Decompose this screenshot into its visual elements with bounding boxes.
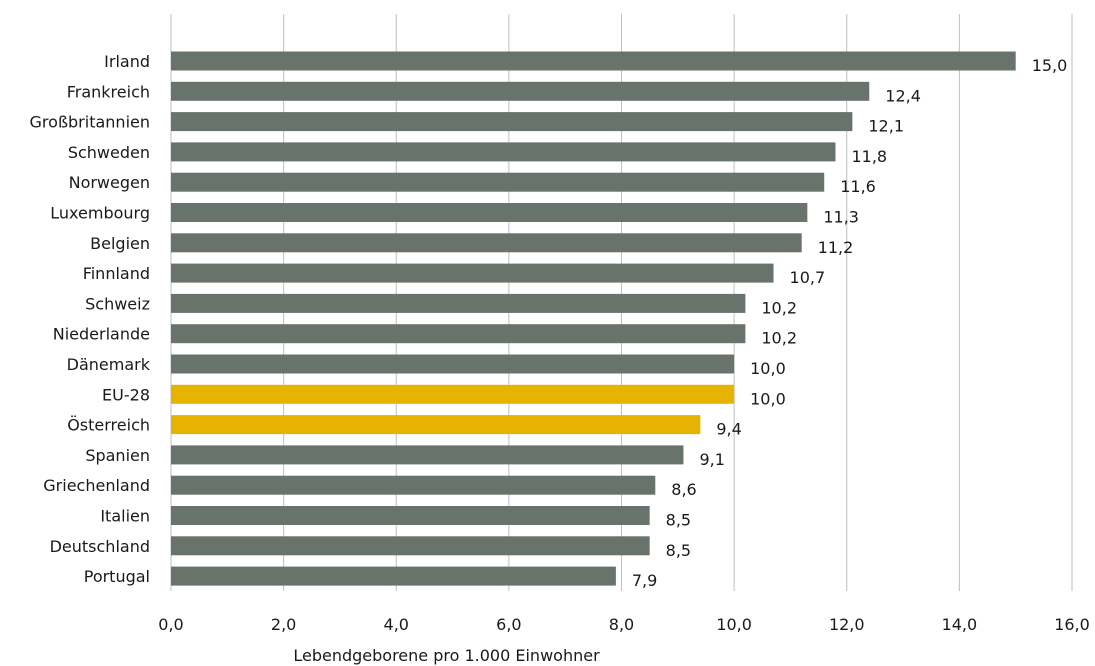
data-label: 10,2 <box>761 329 797 348</box>
bar-griechenland <box>171 475 656 495</box>
data-label: 10,7 <box>790 268 826 287</box>
bar-irland <box>171 51 1016 71</box>
category-label: EU-28 <box>102 385 150 404</box>
category-label: Deutschland <box>50 537 150 556</box>
bar-luxembourg <box>171 203 808 222</box>
x-axis-title: Lebendgeborene pro 1.000 Einwohner <box>293 646 600 665</box>
category-label: Niederlande <box>53 325 150 344</box>
x-tick-labels: 0,0 2,0 4,0 6,0 8,0 10,0 12,0 14,0 16,0 <box>158 615 1090 634</box>
category-label: Griechenland <box>43 476 150 495</box>
x-tick-label: 4,0 <box>384 615 409 634</box>
category-label: Norwegen <box>69 173 150 192</box>
data-label: 10,2 <box>761 298 797 317</box>
x-tick-label: 8,0 <box>609 615 634 634</box>
data-label: 12,1 <box>868 117 904 136</box>
x-tick-label: 10,0 <box>716 615 752 634</box>
data-label: 9,1 <box>699 450 724 469</box>
data-label: 8,5 <box>666 511 691 530</box>
data-label: 8,6 <box>671 480 696 499</box>
bar-finnland <box>171 263 774 283</box>
category-label: Luxembourg <box>50 204 150 223</box>
data-label: 11,2 <box>818 238 854 257</box>
x-tick-label: 2,0 <box>271 615 296 634</box>
data-label: 10,0 <box>750 359 786 378</box>
bar-niederlande <box>171 324 746 344</box>
data-label: 8,5 <box>666 541 691 560</box>
data-label: 11,3 <box>823 208 859 227</box>
data-label: 12,4 <box>885 86 921 105</box>
category-label: Portugal <box>84 567 150 586</box>
category-label: Irland <box>104 52 150 71</box>
category-label: Finnland <box>83 264 150 283</box>
data-labels: 15,0 12,4 12,1 11,8 11,6 11,3 11,2 10,7 10,2 10,2… <box>632 56 1067 590</box>
x-tick-label: 16,0 <box>1054 615 1090 634</box>
bar-spanien <box>171 445 684 465</box>
bar-schweden <box>171 142 836 162</box>
bar-österreich <box>171 415 701 435</box>
bar-dänemark <box>171 354 735 374</box>
category-label: Schweden <box>68 143 150 162</box>
bar-italien <box>171 506 650 525</box>
data-label: 7,9 <box>632 571 657 590</box>
category-label: Großbritannien <box>30 113 150 132</box>
bar-norwegen <box>171 172 825 192</box>
bar-schweiz <box>171 293 746 313</box>
category-label: Frankreich <box>67 82 150 101</box>
category-label: Spanien <box>85 446 150 465</box>
bar-deutschland <box>171 536 650 556</box>
category-label: Österreich <box>67 416 150 435</box>
x-tick-label: 14,0 <box>942 615 978 634</box>
category-label: Dänemark <box>67 355 151 374</box>
category-labels: Irland Frankreich Großbritannien Schweden No… <box>30 52 151 586</box>
data-label: 15,0 <box>1032 56 1068 75</box>
bar-portugal <box>171 566 616 586</box>
category-label: Belgien <box>90 234 150 253</box>
bar-eu-28 <box>171 384 735 404</box>
data-label: 11,6 <box>840 177 876 196</box>
bar-belgien <box>171 233 802 253</box>
bar-frankreich <box>171 81 870 101</box>
data-label: 10,0 <box>750 389 786 408</box>
x-tick-label: 12,0 <box>829 615 865 634</box>
data-label: 11,8 <box>851 147 887 166</box>
bars <box>171 51 1016 586</box>
x-tick-label: 0,0 <box>158 615 183 634</box>
data-label: 9,4 <box>716 420 741 439</box>
x-tick-label: 6,0 <box>496 615 521 634</box>
category-label: Italien <box>100 507 150 526</box>
bar-großbritannien <box>171 112 853 132</box>
category-label: Schweiz <box>85 294 150 313</box>
